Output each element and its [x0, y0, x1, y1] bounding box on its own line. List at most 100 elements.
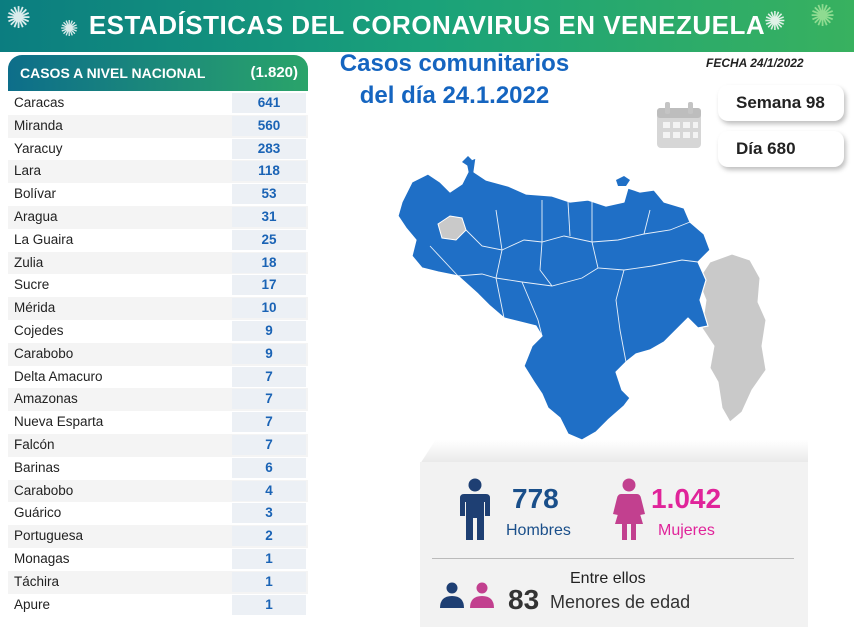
map-island [616, 176, 630, 186]
table-row: Carabobo 9 [8, 342, 308, 366]
table-row: Guárico 3 [8, 502, 308, 526]
state-value: 9 [265, 322, 273, 338]
state-value: 118 [258, 163, 280, 179]
state-value: 641 [257, 95, 281, 110]
state-name: Apure [14, 596, 51, 612]
table-row: Yaracuy 283 [8, 137, 308, 161]
state-name: Delta Amacuro [14, 368, 103, 384]
virus-icon: ✺ [810, 0, 836, 33]
male-person-icon [458, 478, 492, 542]
state-value: 1 [265, 573, 273, 589]
female-person-icon [612, 478, 646, 542]
subtitle-line2: del día 24.1.2022 [359, 82, 550, 109]
male-label: Hombres [506, 522, 571, 539]
state-value: 25 [261, 231, 277, 247]
state-value: 7 [265, 414, 273, 430]
state-name: Cojedes [14, 322, 64, 338]
table-row: Mérida 10 [8, 297, 308, 320]
week-badge: Semana 98 [718, 85, 844, 121]
table-title: CASOS A NIVEL NACIONAL [20, 65, 206, 81]
table-row: Zulia 18 [8, 251, 308, 275]
table-total: (1.820) [250, 64, 298, 81]
state-value: 3 [265, 505, 273, 521]
table-row: Táchira 1 [8, 570, 308, 594]
state-name: Táchira [14, 573, 60, 589]
female-count: 1.042 [651, 483, 722, 514]
map-region-essequibo [697, 253, 767, 423]
state-value: 18 [261, 254, 277, 270]
state-name: Zulia [14, 254, 44, 270]
state-name: Nueva Esparta [14, 414, 104, 430]
state-value: 2 [265, 528, 273, 544]
state-value: 4 [265, 482, 273, 498]
state-name: La Guaira [14, 231, 74, 247]
table-row: Barinas 6 [8, 456, 308, 480]
state-value: 31 [261, 208, 277, 224]
state-value: 53 [261, 186, 277, 202]
virus-icon: ✺ [60, 16, 79, 41]
stats-panel-top [420, 440, 808, 464]
minors-icon [438, 582, 498, 608]
table-row: Miranda 560 [8, 114, 308, 138]
day-badge: Día 680 [718, 131, 844, 167]
state-name: Falcón [14, 436, 55, 452]
virus-icon: ✺ [6, 2, 32, 35]
day-label: Día 680 [736, 139, 796, 158]
state-value: 1 [265, 596, 273, 612]
state-name: Carabobo [14, 345, 74, 361]
state-value: 7 [265, 391, 273, 407]
table-row: Falcón 7 [8, 433, 308, 457]
divider [432, 558, 794, 559]
table-row: Cojedes 9 [8, 319, 308, 343]
table-row: Aragua 31 [8, 205, 308, 229]
table-row: Apure 1 [8, 593, 308, 617]
table-row: Lara 118 [8, 160, 308, 184]
state-value: 9 [265, 345, 273, 361]
table-row: Delta Amacuro 7 [8, 365, 308, 389]
table-row: Sucre 17 [8, 274, 308, 298]
cases-table: Caracas 641 Miranda 560 Yaracuy 283 Lara 118… [8, 92, 308, 617]
subtitle-line1: Casos comunitarios [339, 50, 570, 77]
state-name: Miranda [14, 117, 63, 133]
state-name: Lara [14, 163, 42, 179]
header-banner: ✺ ✺ ESTADÍSTICAS DEL CORONAVIRUS EN VENE… [0, 0, 854, 52]
state-name: Yaracuy [14, 140, 63, 156]
state-name: Carabobo [14, 482, 74, 498]
state-name: Aragua [14, 208, 58, 224]
state-value: 7 [265, 368, 273, 384]
date-label: FECHA 24/1/2022 [706, 56, 804, 70]
minors-count: 83 [508, 584, 540, 615]
venezuela-map [392, 150, 782, 445]
state-name: Monagas [14, 550, 70, 566]
table-row: Amazonas 7 [8, 388, 308, 412]
state-name: Guárico [14, 505, 62, 521]
male-count: 778 [512, 483, 559, 514]
female-label: Mujeres [658, 522, 715, 539]
table-row: Bolívar 53 [8, 183, 308, 206]
table-row: Nueva Esparta 7 [8, 411, 308, 434]
state-name: Barinas [14, 459, 60, 475]
state-value: 283 [257, 140, 281, 156]
state-value: 7 [265, 436, 273, 452]
state-value: 560 [257, 117, 281, 133]
table-row: Carabobo 4 [8, 479, 308, 503]
table-row: Caracas 641 [8, 92, 308, 115]
table-row: Portuguesa 2 [8, 525, 308, 548]
state-name: Portuguesa [14, 528, 84, 544]
table-row: Monagas 1 [8, 547, 308, 571]
page-title: ESTADÍSTICAS DEL CORONAVIRUS EN VENEZUEL… [88, 10, 766, 40]
state-name: Mérida [14, 300, 56, 316]
table-row: La Guaira 25 [8, 228, 308, 252]
minors-label: Menores de edad [550, 592, 691, 612]
state-value: 1 [265, 550, 273, 566]
week-label: Semana 98 [736, 93, 825, 112]
virus-icon: ✺ [764, 6, 786, 36]
state-name: Caracas [14, 95, 65, 110]
calendar-icon [655, 100, 703, 150]
subtitle: Casos comunitarios del día 24.1.2022 [322, 48, 587, 112]
map-venezuela [397, 157, 711, 441]
state-name: Sucre [14, 277, 50, 293]
state-value: 6 [265, 459, 273, 475]
map-island [462, 156, 472, 166]
state-name: Bolívar [14, 186, 57, 202]
